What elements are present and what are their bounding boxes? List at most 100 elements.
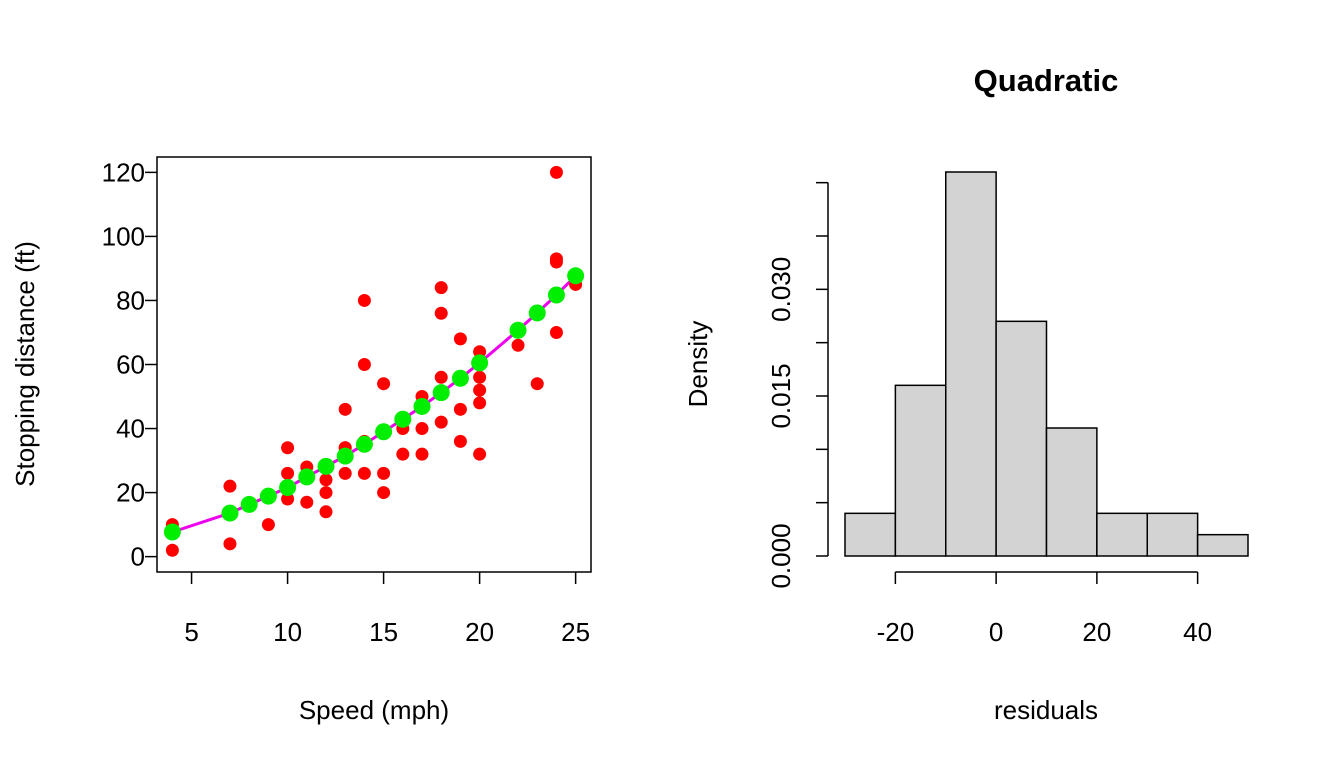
fitted-point: [279, 478, 297, 496]
scatter-y-tick-label: 20: [116, 478, 145, 508]
histogram-y-tick-label: 0.015: [766, 363, 796, 428]
observed-point: [434, 370, 448, 384]
scatter-y-axis-title: Stopping distance (ft): [10, 241, 40, 487]
histogram-x-tick-label: 20: [1082, 617, 1111, 647]
observed-point: [434, 281, 448, 295]
histogram-y-axis: 0.000 0.015 0.030: [766, 181, 829, 589]
histogram-bar: [945, 171, 997, 557]
scatter-y-tick-label: 60: [116, 350, 145, 380]
histogram-panel: Quadratic -20 0 20 40 0.000 0.015 0.030 resid…: [683, 63, 1249, 725]
fitted-point: [432, 384, 450, 402]
histogram-title: Quadratic: [974, 63, 1119, 98]
scatter-y-tick-label: 80: [116, 285, 145, 315]
histogram-bar: [1146, 512, 1199, 557]
observed-point: [453, 332, 467, 346]
histogram-bar: [844, 512, 897, 557]
histogram-x-tick-label: -20: [877, 617, 915, 647]
scatter-y-tick-label: 100: [102, 221, 145, 251]
observed-point: [377, 486, 391, 500]
observed-point: [473, 396, 487, 410]
scatter-y-tick-label: 40: [116, 414, 145, 444]
observed-point: [319, 473, 333, 487]
fitted-point: [413, 397, 431, 415]
histogram-x-tick-label: 0: [989, 617, 1003, 647]
observed-point: [473, 383, 487, 397]
histogram-bar: [894, 384, 947, 557]
observed-point: [319, 486, 333, 500]
scatter-points-layer: [165, 165, 583, 557]
observed-point: [357, 358, 371, 371]
observed-point: [396, 447, 410, 461]
fitted-point: [375, 423, 393, 441]
observed-point: [281, 492, 295, 506]
observed-point: [357, 293, 371, 307]
scatter-fitted-points-layer: [163, 267, 585, 541]
scatter-x-tick-label: 15: [369, 617, 398, 647]
scatter-plot-box: [156, 156, 592, 573]
histogram-x-axis-title: residuals: [994, 695, 1098, 725]
fitted-point: [567, 267, 585, 285]
fitted-point: [298, 468, 316, 486]
histogram-bar: [1096, 512, 1148, 557]
scatter-y-axis: 0 20 40 60 80 100 120: [102, 157, 157, 572]
fitted-point: [394, 410, 412, 428]
observed-point: [300, 495, 314, 509]
observed-point: [377, 377, 391, 391]
fitted-point: [547, 286, 565, 304]
observed-point: [377, 466, 391, 480]
fitted-point: [451, 369, 469, 387]
observed-point: [165, 543, 179, 557]
scatter-x-tick-label: 5: [184, 617, 198, 647]
observed-point: [281, 441, 295, 455]
fitted-point: [509, 321, 527, 339]
observed-point: [261, 518, 275, 532]
scatter-panel: 5 10 15 20 25 0 20 40 60 80 100 120 Speed (mph) St…: [10, 156, 592, 725]
observed-point: [338, 402, 352, 416]
fitted-point: [471, 354, 489, 372]
histogram-y-tick-label: 0.000: [766, 523, 796, 588]
observed-point: [530, 377, 544, 391]
observed-point: [511, 338, 525, 352]
fit-curve: [171, 274, 577, 534]
histogram-y-tick-label: 0.030: [766, 257, 796, 322]
observed-point: [434, 306, 448, 320]
fitted-point: [240, 495, 258, 513]
observed-point: [473, 345, 487, 359]
observed-point: [473, 447, 487, 461]
histogram-bars-layer: [844, 171, 1249, 557]
observed-point: [357, 466, 371, 480]
scatter-y-tick-label: 0: [131, 542, 145, 572]
observed-point: [453, 434, 467, 448]
observed-point: [549, 325, 563, 339]
fitted-point: [317, 457, 335, 475]
observed-point: [415, 447, 429, 461]
histogram-bar: [995, 320, 1048, 557]
fitted-point: [528, 304, 546, 322]
histogram-x-axis: -20 0 20 40: [877, 571, 1212, 647]
fitted-point: [221, 504, 239, 522]
observed-point: [453, 402, 467, 416]
observed-point: [338, 466, 352, 480]
fitted-point: [355, 435, 373, 453]
fitted-point: [259, 487, 277, 505]
observed-point: [434, 415, 448, 429]
histogram-y-axis-title: Density: [683, 321, 713, 408]
scatter-x-tick-label: 20: [465, 617, 494, 647]
observed-point: [319, 505, 333, 519]
scatter-x-axis: 5 10 15 20 25: [184, 572, 590, 647]
observed-point: [415, 422, 429, 436]
scatter-x-tick-label: 10: [273, 617, 302, 647]
fitted-point: [163, 523, 181, 541]
scatter-fit-curve-layer: [171, 274, 577, 534]
scatter-x-axis-title: Speed (mph): [299, 695, 449, 725]
scatter-y-tick-label: 120: [102, 157, 145, 187]
observed-point: [473, 370, 487, 384]
scatter-x-tick-label: 25: [561, 617, 590, 647]
histogram-x-tick-label: 40: [1183, 617, 1212, 647]
fitted-point: [336, 447, 354, 465]
observed-point: [281, 466, 295, 480]
observed-point: [549, 252, 563, 266]
observed-point: [223, 479, 237, 493]
histogram-bar: [1196, 533, 1249, 557]
